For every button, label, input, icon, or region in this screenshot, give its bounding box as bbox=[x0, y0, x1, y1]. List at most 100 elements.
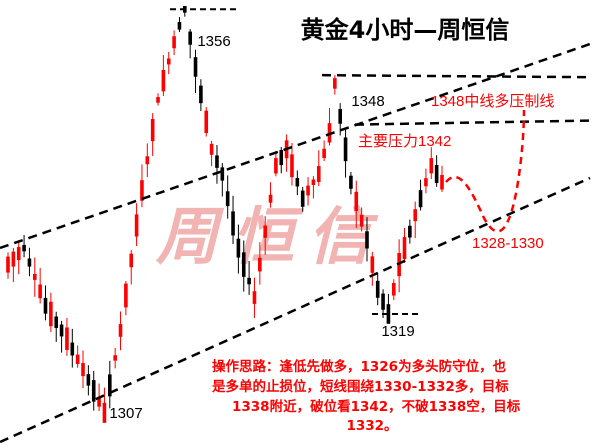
candle bbox=[27, 247, 32, 277]
candle-body bbox=[97, 397, 101, 407]
candle bbox=[38, 267, 42, 304]
candle-body bbox=[306, 185, 310, 196]
candle bbox=[156, 93, 160, 106]
candle-body bbox=[16, 247, 21, 261]
price-label: 1356 bbox=[197, 33, 230, 50]
candlesticks bbox=[6, 5, 444, 423]
candle-body bbox=[32, 273, 37, 280]
candle-body bbox=[75, 354, 80, 364]
candle bbox=[370, 251, 375, 286]
candle-body bbox=[241, 252, 246, 277]
candle bbox=[225, 175, 230, 219]
candle bbox=[11, 247, 16, 283]
candle-body bbox=[118, 324, 123, 337]
candle bbox=[429, 147, 434, 180]
candle bbox=[397, 239, 401, 293]
candle bbox=[290, 142, 294, 186]
candle-body bbox=[359, 214, 364, 227]
candle bbox=[391, 279, 396, 301]
candle-body bbox=[199, 85, 203, 104]
candle-body bbox=[209, 143, 214, 155]
price-label: 1319 bbox=[381, 323, 414, 340]
candle bbox=[274, 150, 278, 177]
candle bbox=[113, 347, 117, 369]
commentary-line: 1338附近，破位看1342，不破1338空，目标 bbox=[232, 398, 521, 415]
candle-body bbox=[258, 257, 262, 272]
candle bbox=[91, 370, 96, 411]
candle bbox=[236, 224, 241, 274]
candle-body bbox=[215, 155, 219, 168]
candle bbox=[252, 277, 257, 318]
candle bbox=[49, 292, 53, 333]
candle bbox=[300, 186, 305, 212]
price-label: 1348 bbox=[351, 93, 384, 110]
candle-body bbox=[65, 327, 69, 350]
candle-body bbox=[22, 244, 26, 252]
candle-body bbox=[354, 191, 359, 212]
candle bbox=[32, 257, 37, 297]
candle-body bbox=[231, 211, 235, 236]
candle bbox=[241, 240, 246, 292]
candle-body bbox=[402, 237, 407, 260]
watermark-text: 周恒信 bbox=[155, 200, 384, 273]
trend-lines bbox=[0, 8, 591, 444]
commentary-line: 1332。 bbox=[346, 418, 397, 434]
candle bbox=[145, 143, 150, 178]
commentary-line: 操作思路：逢低先做多，1326为多头防守位，也 bbox=[212, 358, 507, 375]
candle bbox=[247, 260, 251, 295]
candle-body bbox=[156, 97, 160, 103]
candle bbox=[295, 170, 300, 196]
candle-body bbox=[204, 110, 209, 134]
candle bbox=[354, 180, 359, 228]
candle-body bbox=[124, 283, 128, 308]
candle-body bbox=[161, 69, 166, 92]
candle bbox=[81, 350, 85, 389]
candle-body bbox=[343, 137, 348, 162]
candle bbox=[161, 55, 166, 96]
candle-body bbox=[193, 57, 198, 77]
candle bbox=[333, 75, 337, 95]
candle bbox=[129, 249, 134, 285]
candle bbox=[343, 129, 348, 178]
candle-body bbox=[86, 374, 91, 386]
level-label: 1328-1330 bbox=[472, 235, 544, 252]
candle bbox=[124, 280, 128, 316]
candle-body bbox=[311, 179, 316, 185]
candle bbox=[402, 228, 407, 263]
candle bbox=[311, 176, 316, 199]
candle-body bbox=[316, 166, 321, 182]
candle bbox=[108, 360, 112, 409]
candle-body bbox=[54, 316, 59, 328]
candle bbox=[322, 140, 326, 162]
candle-body bbox=[413, 209, 418, 222]
candle-body bbox=[220, 167, 225, 181]
candle bbox=[365, 217, 369, 262]
candle bbox=[70, 328, 75, 368]
level-label: 1348中线多压制线 bbox=[431, 93, 554, 110]
candle-body bbox=[59, 324, 64, 337]
level-label: 主要压力1342 bbox=[358, 133, 451, 150]
candle-body bbox=[188, 31, 192, 45]
candle-body bbox=[333, 78, 337, 89]
candle bbox=[349, 171, 353, 195]
candle bbox=[440, 165, 444, 193]
candle-body bbox=[70, 342, 75, 356]
candle bbox=[199, 79, 203, 111]
candle bbox=[209, 140, 214, 167]
candle-body bbox=[322, 148, 326, 159]
candle bbox=[284, 134, 289, 172]
candle-body bbox=[113, 355, 117, 361]
candle-body bbox=[274, 158, 278, 174]
candle bbox=[183, 5, 187, 17]
candle-body bbox=[172, 36, 176, 49]
candle bbox=[258, 242, 262, 285]
candle-body bbox=[279, 149, 284, 166]
candle bbox=[188, 28, 192, 59]
candle-body bbox=[91, 380, 96, 402]
candle-body bbox=[338, 109, 342, 124]
candle-body bbox=[166, 58, 171, 65]
candle bbox=[140, 164, 144, 208]
candle bbox=[59, 320, 64, 353]
price-label: 1307 bbox=[109, 405, 142, 422]
candle-body bbox=[236, 238, 241, 258]
